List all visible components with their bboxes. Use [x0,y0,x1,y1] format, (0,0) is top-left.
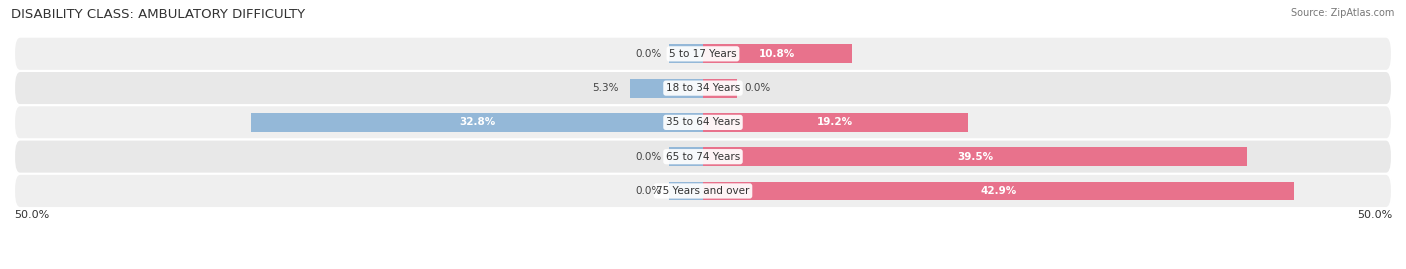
Text: 5 to 17 Years: 5 to 17 Years [669,49,737,59]
FancyBboxPatch shape [14,71,1392,105]
Text: 0.0%: 0.0% [636,186,662,196]
Bar [703,147,1247,166]
Text: 19.2%: 19.2% [817,117,853,128]
Text: Source: ZipAtlas.com: Source: ZipAtlas.com [1291,8,1395,18]
Text: 10.8%: 10.8% [759,49,796,59]
Bar [669,44,703,63]
FancyBboxPatch shape [14,174,1392,208]
Text: 32.8%: 32.8% [458,117,495,128]
Text: 65 to 74 Years: 65 to 74 Years [666,152,740,162]
Text: 39.5%: 39.5% [957,152,993,162]
Text: 0.0%: 0.0% [744,83,770,93]
Bar [669,182,703,200]
FancyBboxPatch shape [14,140,1392,174]
FancyBboxPatch shape [14,37,1392,71]
Text: 0.0%: 0.0% [636,49,662,59]
Bar [669,147,703,166]
Bar [252,113,703,132]
Text: 50.0%: 50.0% [1357,210,1392,220]
Text: 35 to 64 Years: 35 to 64 Years [666,117,740,128]
Text: 75 Years and over: 75 Years and over [657,186,749,196]
Bar [703,113,967,132]
Bar [703,79,738,98]
Text: 5.3%: 5.3% [592,83,619,93]
Text: 42.9%: 42.9% [980,186,1017,196]
Text: DISABILITY CLASS: AMBULATORY DIFFICULTY: DISABILITY CLASS: AMBULATORY DIFFICULTY [11,8,305,21]
Bar [703,182,1294,200]
Text: 50.0%: 50.0% [14,210,49,220]
Text: 0.0%: 0.0% [636,152,662,162]
Text: 18 to 34 Years: 18 to 34 Years [666,83,740,93]
Bar [630,79,703,98]
Bar [703,44,852,63]
FancyBboxPatch shape [14,105,1392,140]
